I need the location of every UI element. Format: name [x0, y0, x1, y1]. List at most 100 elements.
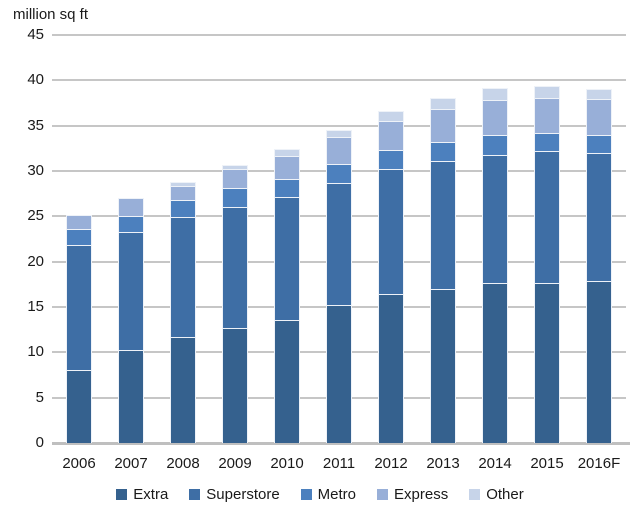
legend-label-extra: Extra: [133, 486, 169, 503]
y-axis-tick-label-10: 10: [27, 343, 44, 361]
bar-segment-superstore-2010: [274, 197, 300, 320]
bar-segment-superstore-2016F: [586, 152, 612, 281]
bar-segment-extra-2014: [482, 283, 508, 443]
bar-2014: [482, 0, 508, 443]
bar-segment-superstore-2009: [222, 207, 248, 328]
legend-swatch-metro: [300, 489, 312, 500]
legend-item-superstore: Superstore: [189, 486, 280, 503]
bar-segment-other-2011: [326, 130, 352, 138]
bar-2009: [222, 0, 248, 443]
x-axis-label-2010: 2010: [270, 455, 304, 472]
bar-2008: [170, 0, 196, 443]
bar-segment-other-2008: [170, 181, 196, 186]
bar-segment-express-2013: [430, 109, 456, 142]
x-axis-label-2012: 2012: [374, 455, 408, 472]
bar-segment-extra-2013: [430, 288, 456, 443]
legend-item-other: Other: [469, 486, 524, 503]
legend: Extra Superstore Metro Express Other: [0, 486, 640, 503]
bar-2012: [378, 0, 404, 443]
bar-segment-other-2009: [222, 164, 248, 170]
bar-segment-metro-2013: [430, 141, 456, 162]
bar-segment-express-2012: [378, 121, 404, 151]
bar-segment-extra-2007: [118, 349, 144, 443]
legend-swatch-extra: [116, 489, 128, 500]
bar-segment-extra-2012: [378, 294, 404, 443]
x-axis-label-2015: 2015: [530, 455, 564, 472]
bar-segment-extra-2008: [170, 336, 196, 443]
bar-segment-express-2014: [482, 100, 508, 135]
bar-2011: [326, 0, 352, 443]
bar-2013: [430, 0, 456, 443]
y-axis-unit-label: million sq ft: [13, 6, 89, 23]
y-axis-tick-label-20: 20: [27, 252, 44, 270]
y-axis-tick-label-45: 45: [27, 25, 44, 43]
bar-segment-express-2010: [274, 156, 300, 180]
bar-segment-extra-2010: [274, 319, 300, 443]
legend-label-express: Express: [394, 486, 449, 503]
bar-2006: [66, 0, 92, 443]
bar-segment-metro-2009: [222, 188, 248, 208]
bar-segment-express-2009: [222, 169, 248, 189]
legend-swatch-superstore: [189, 489, 201, 500]
bar-2007: [118, 0, 144, 443]
y-axis-tick-label-5: 5: [35, 388, 44, 406]
y-axis-tick-label-0: 0: [35, 434, 44, 451]
bar-segment-express-2016F: [586, 99, 612, 135]
legend-swatch-express: [377, 489, 389, 500]
bar-segment-superstore-2014: [482, 154, 508, 284]
bar-segment-metro-2015: [534, 132, 560, 152]
bar-segment-extra-2016F: [586, 280, 612, 443]
bar-segment-extra-2006: [66, 370, 92, 443]
bar-2015: [534, 0, 560, 443]
y-axis-tick-label-15: 15: [27, 297, 44, 315]
bar-segment-superstore-2007: [118, 231, 144, 350]
bar-segment-metro-2006: [66, 229, 92, 246]
x-axis-label-2008: 2008: [166, 455, 200, 472]
x-axis-label-2014: 2014: [478, 455, 512, 472]
bar-segment-superstore-2015: [534, 151, 560, 283]
x-axis-label-2011: 2011: [322, 455, 356, 472]
bar-segment-metro-2010: [274, 179, 300, 198]
bar-segment-express-2008: [170, 185, 196, 200]
x-axis-label-2009: 2009: [218, 455, 252, 472]
bar-segment-other-2016F: [586, 89, 612, 100]
bar-segment-metro-2011: [326, 163, 352, 183]
bar-segment-other-2012: [378, 111, 404, 122]
bar-2016F: [586, 0, 612, 443]
bar-segment-other-2015: [534, 85, 560, 98]
x-axis-label-2006: 2006: [62, 455, 96, 472]
bar-segment-extra-2011: [326, 305, 352, 443]
bar-segment-express-2015: [534, 97, 560, 133]
bar-segment-metro-2012: [378, 150, 404, 170]
bar-segment-superstore-2012: [378, 169, 404, 295]
bar-segment-metro-2014: [482, 134, 508, 155]
y-axis-tick-label-40: 40: [27, 71, 44, 89]
bar-segment-express-2011: [326, 137, 352, 164]
x-axis-label-2013: 2013: [426, 455, 460, 472]
bar-segment-express-2006: [66, 215, 92, 230]
bar-segment-metro-2007: [118, 216, 144, 232]
legend-item-extra: Extra: [116, 486, 168, 503]
bar-segment-superstore-2006: [66, 245, 92, 371]
bar-segment-superstore-2013: [430, 161, 456, 289]
y-axis-tick-label-35: 35: [27, 116, 44, 134]
bar-segment-express-2007: [118, 198, 144, 217]
bar-segment-metro-2008: [170, 200, 196, 218]
legend-item-express: Express: [377, 486, 448, 503]
gridline-45: [52, 33, 626, 36]
bar-segment-superstore-2011: [326, 182, 352, 306]
gridline-40: [52, 79, 626, 82]
legend-label-metro: Metro: [317, 486, 357, 503]
x-axis-label-2016F: 2016F: [577, 455, 621, 472]
bar-segment-superstore-2008: [170, 217, 196, 337]
legend-item-metro: Metro: [300, 486, 357, 503]
x-axis-label-2007: 2007: [114, 455, 148, 472]
bar-segment-other-2010: [274, 149, 300, 157]
bar-segment-other-2013: [430, 98, 456, 110]
bar-segment-extra-2009: [222, 327, 248, 443]
bar-segment-other-2014: [482, 88, 508, 101]
gridline-0: [52, 442, 630, 445]
bar-segment-metro-2016F: [586, 134, 612, 153]
bar-segment-extra-2015: [534, 282, 560, 443]
